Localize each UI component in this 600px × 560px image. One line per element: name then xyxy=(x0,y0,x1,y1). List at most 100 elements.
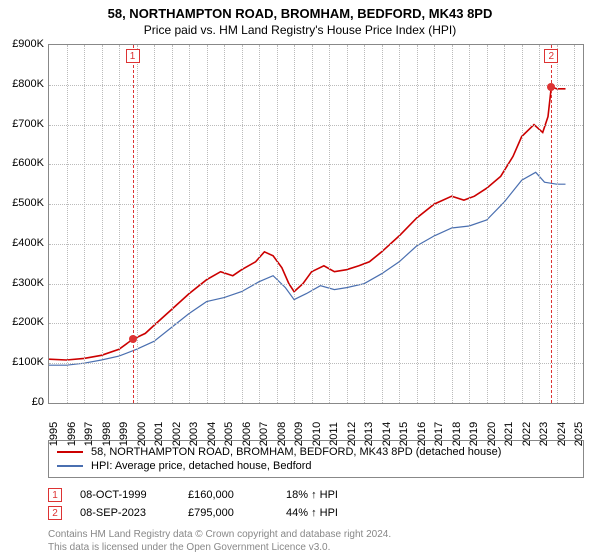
sale-marker-dot xyxy=(547,83,555,91)
sale-row-marker: 2 xyxy=(48,506,62,520)
sale-marker-dot xyxy=(129,335,137,343)
gridline-v xyxy=(137,45,138,403)
gridline-v xyxy=(399,45,400,403)
x-tick-label: 2003 xyxy=(188,422,200,446)
gridline-v xyxy=(154,45,155,403)
chart-svg xyxy=(49,45,583,403)
series-hpi xyxy=(49,172,566,365)
chart-subtitle: Price paid vs. HM Land Registry's House … xyxy=(0,21,600,37)
gridline-v xyxy=(224,45,225,403)
y-tick-label: £200K xyxy=(12,316,44,328)
y-tick-label: £800K xyxy=(12,78,44,90)
x-tick-label: 2023 xyxy=(538,422,550,446)
x-tick-label: 1997 xyxy=(83,422,95,446)
x-tick-label: 2008 xyxy=(276,422,288,446)
gridline-v xyxy=(504,45,505,403)
gridline-v xyxy=(329,45,330,403)
x-tick-label: 2005 xyxy=(223,422,235,446)
x-tick-label: 2025 xyxy=(573,422,585,446)
x-tick-label: 2014 xyxy=(381,422,393,446)
sale-row: 2 08-SEP-2023 £795,000 44% ↑ HPI xyxy=(48,504,584,522)
gridline-v xyxy=(382,45,383,403)
gridline-v xyxy=(574,45,575,403)
x-tick-label: 2017 xyxy=(433,422,445,446)
gridline-v xyxy=(207,45,208,403)
sale-row-marker: 1 xyxy=(48,488,62,502)
x-tick-label: 1995 xyxy=(48,422,60,446)
footer-line-2: This data is licensed under the Open Gov… xyxy=(48,541,584,554)
bottom-panel: 58, NORTHAMPTON ROAD, BROMHAM, BEDFORD, … xyxy=(48,440,584,554)
x-tick-label: 2010 xyxy=(311,422,323,446)
gridline-v xyxy=(259,45,260,403)
gridline-v xyxy=(539,45,540,403)
y-tick-label: £0 xyxy=(32,396,44,408)
sale-marker-line xyxy=(133,45,134,403)
gridline-v xyxy=(172,45,173,403)
gridline-h xyxy=(49,125,583,126)
sale-row-hpi: 44% ↑ HPI xyxy=(286,507,366,519)
x-tick-label: 2022 xyxy=(521,422,533,446)
gridline-h xyxy=(49,323,583,324)
footer-line-1: Contains HM Land Registry data © Crown c… xyxy=(48,528,584,541)
sale-row-price: £160,000 xyxy=(188,489,268,501)
sale-row-price: £795,000 xyxy=(188,507,268,519)
y-tick-label: £900K xyxy=(12,38,44,50)
x-tick-label: 2001 xyxy=(153,422,165,446)
gridline-h xyxy=(49,204,583,205)
x-tick-label: 1999 xyxy=(118,422,130,446)
x-tick-label: 2019 xyxy=(468,422,480,446)
gridline-v xyxy=(84,45,85,403)
gridline-v xyxy=(522,45,523,403)
gridline-v xyxy=(294,45,295,403)
y-tick-label: £400K xyxy=(12,237,44,249)
gridline-h xyxy=(49,164,583,165)
legend-swatch xyxy=(57,451,83,453)
x-tick-label: 2015 xyxy=(398,422,410,446)
sales-table: 1 08-OCT-1999 £160,000 18% ↑ HPI 2 08-SEP-202… xyxy=(48,486,584,522)
gridline-h xyxy=(49,244,583,245)
gridline-v xyxy=(277,45,278,403)
gridline-v xyxy=(557,45,558,403)
y-tick-label: £100K xyxy=(12,356,44,368)
x-tick-label: 2009 xyxy=(293,422,305,446)
legend-swatch xyxy=(57,465,83,467)
sale-marker-badge: 1 xyxy=(126,49,140,63)
x-tick-label: 2024 xyxy=(556,422,568,446)
x-tick-label: 2007 xyxy=(258,422,270,446)
gridline-v xyxy=(119,45,120,403)
y-tick-label: £600K xyxy=(12,157,44,169)
gridline-v xyxy=(417,45,418,403)
x-tick-label: 2004 xyxy=(206,422,218,446)
y-tick-label: £700K xyxy=(12,118,44,130)
x-tick-label: 2006 xyxy=(241,422,253,446)
x-tick-label: 2018 xyxy=(451,422,463,446)
gridline-v xyxy=(102,45,103,403)
sale-row-hpi: 18% ↑ HPI xyxy=(286,489,366,501)
x-tick-label: 2016 xyxy=(416,422,428,446)
chart-container: { "title": "58, NORTHAMPTON ROAD, BROMHA… xyxy=(0,0,600,560)
sale-marker-badge: 2 xyxy=(544,49,558,63)
gridline-h xyxy=(49,284,583,285)
legend-label: 58, NORTHAMPTON ROAD, BROMHAM, BEDFORD, … xyxy=(91,446,501,458)
x-tick-label: 2012 xyxy=(346,422,358,446)
x-tick-label: 2013 xyxy=(363,422,375,446)
y-tick-label: £500K xyxy=(12,197,44,209)
gridline-v xyxy=(469,45,470,403)
legend-label: HPI: Average price, detached house, Bedf… xyxy=(91,460,312,472)
sale-row-date: 08-SEP-2023 xyxy=(80,507,170,519)
x-tick-label: 2011 xyxy=(328,422,340,446)
legend-item: HPI: Average price, detached house, Bedf… xyxy=(57,459,575,473)
gridline-v xyxy=(242,45,243,403)
x-tick-label: 2002 xyxy=(171,422,183,446)
x-tick-label: 2020 xyxy=(486,422,498,446)
sale-marker-line xyxy=(551,45,552,403)
sale-row-date: 08-OCT-1999 xyxy=(80,489,170,501)
x-tick-label: 2021 xyxy=(503,422,515,446)
gridline-h xyxy=(49,85,583,86)
plot-area: 12 xyxy=(48,44,584,404)
gridline-v xyxy=(434,45,435,403)
gridline-h xyxy=(49,363,583,364)
gridline-v xyxy=(312,45,313,403)
sale-row: 1 08-OCT-1999 £160,000 18% ↑ HPI xyxy=(48,486,584,504)
x-tick-label: 2000 xyxy=(136,422,148,446)
